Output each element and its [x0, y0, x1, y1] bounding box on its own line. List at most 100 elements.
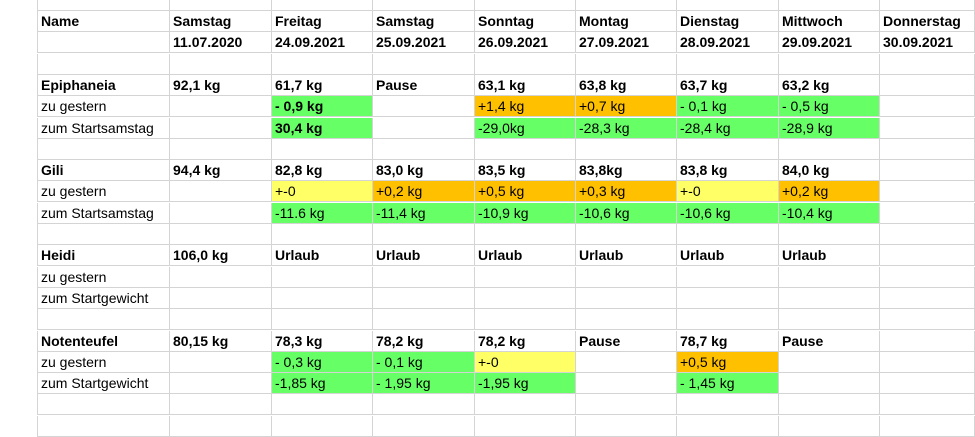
table-cell[interactable] — [576, 224, 677, 245]
table-cell[interactable] — [37, 53, 170, 75]
table-cell[interactable] — [677, 0, 779, 11]
table-cell[interactable] — [880, 138, 975, 160]
table-cell[interactable] — [880, 330, 975, 352]
table-cell[interactable]: 78,2 kg — [475, 330, 576, 352]
table-cell[interactable] — [576, 287, 677, 309]
table-cell[interactable]: +-0 — [272, 181, 373, 203]
table-cell[interactable] — [37, 309, 170, 331]
table-cell[interactable]: 84,0 kg — [779, 160, 880, 182]
table-cell[interactable]: 28.09.2021 — [677, 32, 779, 54]
table-cell[interactable] — [677, 53, 779, 75]
table-cell[interactable]: -28,3 kg — [576, 117, 677, 139]
table-cell[interactable] — [576, 415, 677, 437]
table-cell[interactable] — [576, 0, 677, 11]
table-cell[interactable]: Mittwoch — [779, 11, 880, 32]
table-cell[interactable]: zu gestern — [37, 96, 170, 118]
table-cell[interactable] — [880, 96, 975, 118]
table-cell[interactable]: 30.09.2021 — [880, 32, 975, 54]
table-cell[interactable] — [576, 266, 677, 288]
table-cell[interactable]: 80,15 kg — [170, 330, 272, 352]
table-cell[interactable]: -10,9 kg — [475, 202, 576, 224]
table-cell[interactable]: 61,7 kg — [272, 74, 373, 96]
table-cell[interactable]: 78,3 kg — [272, 330, 373, 352]
table-cell[interactable] — [880, 373, 975, 395]
table-cell[interactable]: 94,4 kg — [170, 160, 272, 182]
table-cell[interactable] — [373, 309, 475, 331]
table-cell[interactable]: Pause — [779, 330, 880, 352]
table-cell[interactable] — [779, 0, 880, 11]
table-cell[interactable]: 78,2 kg — [373, 330, 475, 352]
table-cell[interactable]: - 1,95 kg — [373, 373, 475, 395]
table-cell[interactable] — [880, 0, 975, 11]
table-cell[interactable] — [373, 394, 475, 416]
table-cell[interactable] — [37, 138, 170, 160]
table-cell[interactable] — [272, 394, 373, 416]
table-cell[interactable] — [576, 309, 677, 331]
table-cell[interactable]: 26.09.2021 — [475, 32, 576, 54]
table-cell[interactable] — [475, 0, 576, 11]
table-cell[interactable]: -1,95 kg — [475, 373, 576, 395]
table-cell[interactable]: - 1,45 kg — [677, 373, 779, 395]
table-cell[interactable]: zu gestern — [37, 351, 170, 373]
table-cell[interactable] — [779, 373, 880, 395]
table-cell[interactable]: 82,8 kg — [272, 160, 373, 182]
table-cell[interactable]: zum Startsamstag — [37, 202, 170, 224]
table-cell[interactable]: -10,4 kg — [779, 202, 880, 224]
table-cell[interactable] — [170, 96, 272, 118]
table-cell[interactable]: 63,1 kg — [475, 74, 576, 96]
table-cell[interactable] — [170, 351, 272, 373]
table-cell[interactable]: -11,4 kg — [373, 202, 475, 224]
table-cell[interactable] — [475, 266, 576, 288]
table-cell[interactable]: +0,5 kg — [475, 181, 576, 203]
table-cell[interactable] — [373, 117, 475, 139]
table-cell[interactable]: 11.07.2020 — [170, 32, 272, 54]
table-cell[interactable]: Heidi — [37, 245, 170, 267]
table-cell[interactable] — [37, 224, 170, 245]
table-cell[interactable] — [880, 287, 975, 309]
table-cell[interactable]: 83,8kg — [576, 160, 677, 182]
table-cell[interactable] — [677, 138, 779, 160]
table-cell[interactable]: zum Startgewicht — [37, 373, 170, 395]
table-cell[interactable] — [170, 266, 272, 288]
table-cell[interactable] — [880, 53, 975, 75]
table-cell[interactable] — [170, 138, 272, 160]
table-cell[interactable]: 63,2 kg — [779, 74, 880, 96]
table-cell[interactable]: Dienstag — [677, 11, 779, 32]
table-cell[interactable] — [779, 138, 880, 160]
table-cell[interactable]: Pause — [576, 330, 677, 352]
table-cell[interactable]: Urlaub — [272, 245, 373, 267]
table-cell[interactable] — [880, 224, 975, 245]
table-cell[interactable] — [677, 224, 779, 245]
table-cell[interactable] — [37, 0, 170, 11]
table-cell[interactable] — [475, 138, 576, 160]
table-cell[interactable]: - 0,9 kg — [272, 96, 373, 118]
table-cell[interactable] — [880, 245, 975, 267]
table-cell[interactable] — [576, 394, 677, 416]
table-cell[interactable] — [576, 53, 677, 75]
table-cell[interactable] — [373, 53, 475, 75]
table-cell[interactable] — [272, 224, 373, 245]
table-cell[interactable]: - 0,1 kg — [677, 96, 779, 118]
table-cell[interactable]: zu gestern — [37, 181, 170, 203]
table-cell[interactable]: -1,85 kg — [272, 373, 373, 395]
table-cell[interactable] — [880, 181, 975, 203]
table-cell[interactable]: Samstag — [170, 11, 272, 32]
table-cell[interactable]: Freitag — [272, 11, 373, 32]
table-cell[interactable]: Urlaub — [576, 245, 677, 267]
table-cell[interactable]: +0,2 kg — [373, 181, 475, 203]
table-cell[interactable]: Epiphaneia — [37, 74, 170, 96]
table-cell[interactable] — [373, 266, 475, 288]
table-cell[interactable] — [170, 373, 272, 395]
table-cell[interactable]: Sonntag — [475, 11, 576, 32]
table-cell[interactable] — [880, 117, 975, 139]
table-cell[interactable] — [475, 287, 576, 309]
table-cell[interactable] — [576, 138, 677, 160]
table-cell[interactable] — [170, 117, 272, 139]
table-cell[interactable] — [272, 138, 373, 160]
table-cell[interactable]: 29.09.2021 — [779, 32, 880, 54]
table-cell[interactable] — [373, 138, 475, 160]
table-cell[interactable] — [170, 309, 272, 331]
table-cell[interactable] — [677, 266, 779, 288]
table-cell[interactable] — [779, 53, 880, 75]
table-cell[interactable]: +1,4 kg — [475, 96, 576, 118]
